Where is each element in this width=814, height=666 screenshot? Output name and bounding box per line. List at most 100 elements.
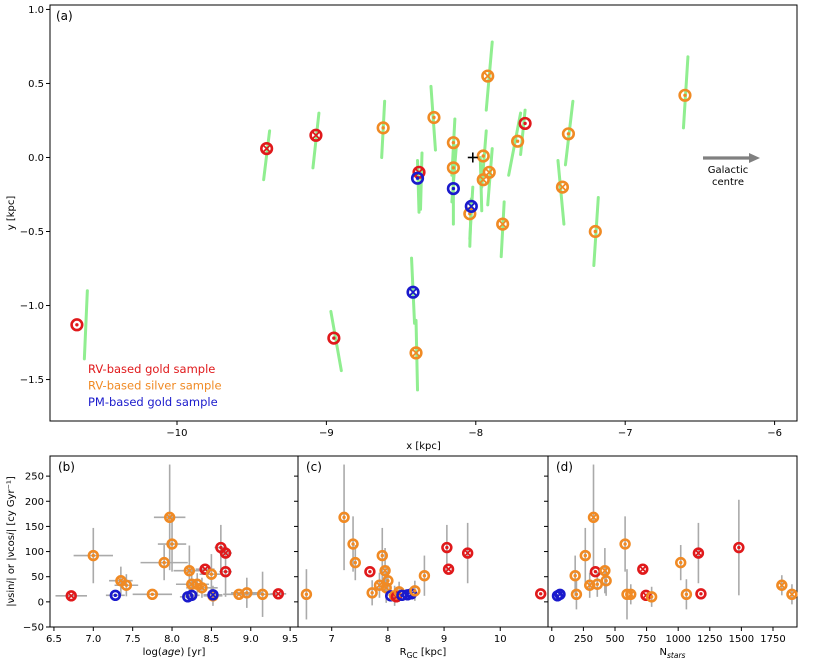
orbit-trail [329, 309, 343, 373]
marker-ring [599, 564, 611, 577]
marker-ring [309, 128, 323, 142]
cluster-marker-gold [589, 565, 602, 578]
legend-entry-gold: RV-based gold sample [88, 362, 215, 376]
marker-cross [376, 582, 383, 589]
marker-ring [476, 173, 490, 187]
marker-ring [441, 541, 453, 554]
marker-cross [262, 144, 271, 153]
cluster-marker-gold [70, 318, 84, 332]
orbit-trail [681, 55, 690, 130]
cluster-marker-silver [87, 549, 100, 562]
marker-ring [640, 589, 652, 602]
cluster-marker-silver [619, 538, 631, 550]
marker-dot [223, 569, 228, 574]
marker-cross [467, 202, 476, 211]
cluster-marker-gold [260, 142, 274, 156]
marker-dot [737, 545, 741, 550]
marker-dot [451, 166, 456, 170]
marker-ring [109, 589, 122, 602]
marker-ring [561, 127, 576, 141]
marker-ring [382, 575, 394, 587]
marker-cross [117, 577, 125, 584]
cluster-marker-gold [733, 541, 745, 554]
marker-ring [442, 563, 455, 575]
marker-cross [627, 591, 635, 598]
b-ylabel: |νsini| or |νcosi| [cy Gyr⁻¹] [6, 476, 17, 607]
marker-dot [245, 591, 249, 595]
marker-cross [778, 582, 786, 589]
marker-ring [733, 541, 745, 554]
marker-dot [538, 592, 543, 596]
marker-ring [461, 547, 474, 559]
cluster-marker-silver [158, 556, 170, 569]
marker-cross [695, 549, 702, 557]
axes-frame [49, 4, 798, 422]
marker-ring [587, 511, 600, 524]
marker-cross [445, 565, 452, 573]
marker-dot [113, 593, 118, 598]
marker-ring [409, 346, 423, 360]
cluster-marker-gold [327, 331, 341, 345]
marker-ring [120, 579, 133, 591]
marker-cross [235, 591, 243, 598]
marker-dot [353, 560, 358, 565]
b-xtick-label: 9.0 [243, 634, 259, 645]
c-xtick-label: 7 [329, 634, 335, 645]
cluster-marker-pm [109, 589, 122, 602]
marker-dot [209, 572, 214, 576]
cluster-marker-gold [637, 563, 649, 575]
d-xtick-label: 1500 [729, 634, 754, 645]
marker-ring [570, 588, 583, 601]
a-panel-label: (a) [56, 9, 73, 23]
b-ytick-label: 100 [25, 547, 44, 558]
marker-ring [554, 588, 566, 601]
a-ytick-label: 1.0 [28, 5, 44, 16]
marker-ring [205, 568, 218, 580]
marker-ring [600, 575, 612, 587]
cluster-marker-pm [464, 199, 478, 213]
cluster-marker-gold [692, 547, 705, 559]
marker-cross [275, 590, 282, 598]
marker-ring [645, 591, 658, 603]
cluster-marker-silver [366, 587, 378, 599]
cluster-marker-gold [309, 128, 323, 142]
marker-dot [583, 553, 587, 558]
cluster-marker-silver [376, 121, 390, 135]
cluster-marker-silver [349, 556, 362, 569]
marker-ring [219, 547, 232, 559]
b-xtick-label: 7.5 [125, 634, 141, 645]
marker-dot [523, 121, 527, 126]
marker-dot [75, 323, 79, 327]
marker-dot [381, 126, 385, 130]
marker-dot [432, 115, 436, 120]
marker-cross [788, 591, 796, 598]
cluster-marker-silver [476, 173, 490, 187]
marker-cross [479, 175, 488, 184]
c-panel-label: (c) [306, 460, 322, 474]
marker-ring [675, 556, 687, 569]
marker-cross [556, 591, 564, 598]
marker-cross [464, 549, 471, 557]
cluster-marker-silver [376, 549, 388, 562]
marker-ring [327, 331, 341, 345]
cluster-marker-silver [418, 569, 431, 582]
galactic-centre-label: Galactic [708, 165, 748, 176]
d-panel-label: (d) [556, 460, 573, 474]
marker-dot [304, 592, 309, 597]
b-xlabel: log(age) [yr] [143, 647, 206, 658]
marker-dot [260, 592, 265, 597]
b-xtick-label: 8.0 [164, 634, 180, 645]
marker-dot [219, 545, 223, 550]
cluster-marker-silver [587, 511, 600, 524]
cluster-marker-silver [163, 511, 176, 524]
marker-dot [684, 592, 689, 597]
b-ytick-label: 200 [25, 497, 44, 508]
marker-dot [604, 579, 608, 583]
marker-ring [260, 142, 274, 156]
marker-dot [124, 583, 129, 587]
b-ytick-label: 150 [25, 522, 44, 533]
marker-ring [410, 171, 425, 185]
marker-dot [150, 592, 155, 597]
cluster-marker-gold [442, 563, 455, 575]
marker-dot [649, 595, 654, 599]
